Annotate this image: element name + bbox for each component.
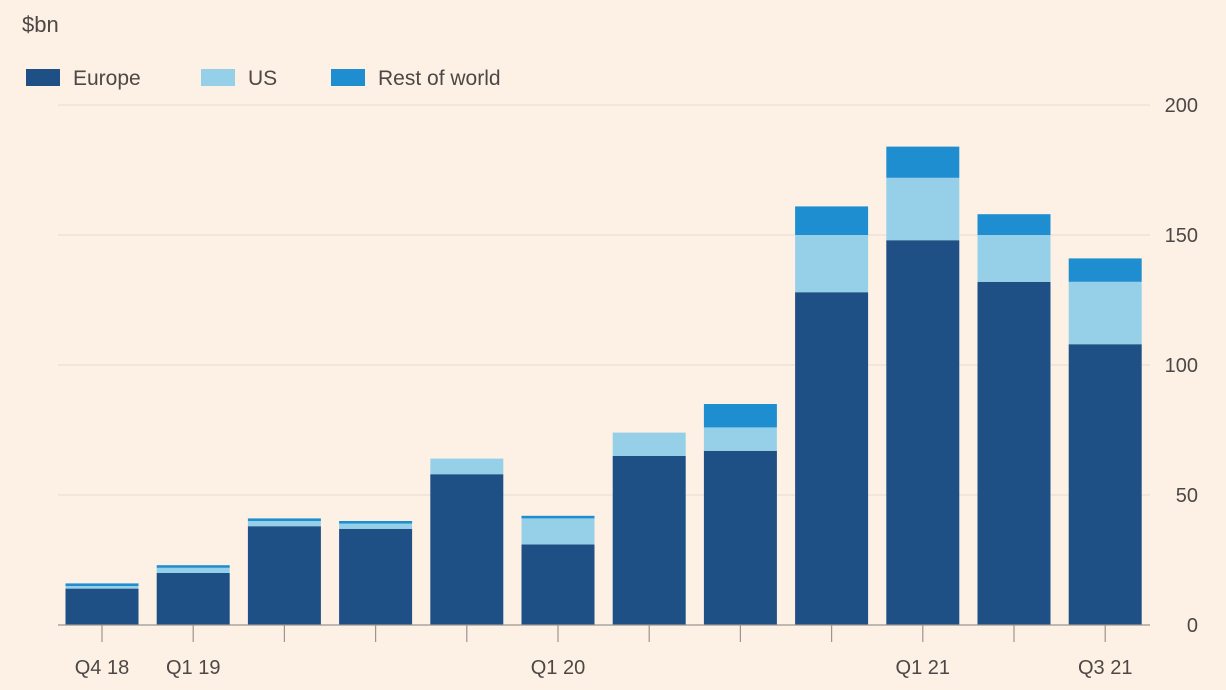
- bar-stack-q2-20: [612, 432, 686, 625]
- bar-segment-europe-q4-20: [795, 292, 869, 625]
- y-tick-label-150: 150: [1165, 225, 1198, 247]
- bar-stack-q3-19: [339, 521, 413, 625]
- bar-segment-europe-q1-21: [886, 240, 960, 625]
- bar-segment-rest-of-world-q1-19: [156, 565, 230, 568]
- legend-swatch-us: [201, 69, 235, 86]
- bar-segment-us-q3-21: [1068, 281, 1142, 345]
- bar-segment-rest-of-world-q2-21: [977, 214, 1051, 235]
- legend-swatch-europe: [26, 69, 60, 86]
- legend-label-us: US: [248, 67, 277, 90]
- bar-segment-us-q3-19: [339, 523, 413, 529]
- bar-segment-us-q1-20: [521, 518, 595, 545]
- legend-item-us: US: [201, 67, 277, 90]
- y-tick-label-200: 200: [1165, 95, 1198, 117]
- y-tick-label-100: 100: [1165, 355, 1198, 377]
- bar-stack-q3-21: [1068, 258, 1142, 625]
- bar-segment-us-q2-20: [612, 432, 686, 456]
- bar-segment-us-q1-19: [156, 567, 230, 573]
- bar-stack-q4-18: [65, 583, 139, 625]
- y-tick-label-50: 50: [1176, 485, 1198, 507]
- x-tick-label-q1-19: Q1 19: [166, 657, 220, 679]
- bar-segment-rest-of-world-q1-20: [521, 515, 595, 519]
- bar-segment-us-q4-20: [795, 235, 869, 293]
- bar-segment-us-q2-19: [247, 521, 321, 527]
- bar-segment-europe-q2-21: [977, 281, 1051, 625]
- bar-segment-us-q4-19: [430, 458, 504, 475]
- legend-item-rest-of-world: Rest of world: [331, 67, 501, 90]
- y-axis: 0 50 100 150 200: [1165, 95, 1198, 637]
- legend-label-europe: Europe: [73, 67, 141, 90]
- bar-stack-q2-21: [977, 214, 1051, 625]
- x-tick-label-q4-18: Q4 18: [75, 657, 129, 679]
- bar-segment-europe-q2-19: [247, 526, 321, 625]
- x-tick-label-q3-21: Q3 21: [1078, 657, 1132, 679]
- bar-segment-europe-q2-20: [612, 456, 686, 625]
- x-axis: Q4 18 Q1 19 Q1 20 Q1 21 Q3 21: [58, 624, 1150, 679]
- y-tick-label-0: 0: [1187, 615, 1198, 637]
- bar-segment-europe-q3-19: [339, 528, 413, 625]
- y-axis-unit-label: $bn: [22, 12, 59, 37]
- bar-stack-q2-19: [247, 518, 321, 625]
- bar-segment-europe-q1-20: [521, 544, 595, 625]
- bar-stack-q1-21: [886, 146, 960, 625]
- bar-segment-europe-q4-19: [430, 474, 504, 625]
- bar-stack-q1-20: [521, 515, 595, 625]
- gridlines: [58, 104, 1150, 496]
- bar-segment-rest-of-world-q3-20: [703, 404, 777, 428]
- bar-segment-us-q3-20: [703, 427, 777, 451]
- bar-segment-us-q4-18: [65, 586, 139, 589]
- bar-segment-us-q2-21: [977, 235, 1051, 282]
- legend-item-europe: Europe: [26, 67, 141, 90]
- bar-segment-rest-of-world-q3-19: [339, 521, 413, 524]
- x-tick-label-q1-20: Q1 20: [531, 657, 585, 679]
- legend-swatch-rest-of-world: [331, 69, 365, 86]
- bar-stack-q3-20: [703, 404, 777, 625]
- bar-segment-rest-of-world-q1-21: [886, 146, 960, 178]
- bar-stack-q4-20: [795, 206, 869, 625]
- x-tick-label-q1-21: Q1 21: [896, 657, 950, 679]
- legend-label-rest-of-world: Rest of world: [378, 67, 501, 90]
- bar-segment-us-q1-21: [886, 177, 960, 241]
- bar-segment-europe-q4-18: [65, 588, 139, 625]
- bar-segment-rest-of-world-q4-18: [65, 583, 139, 586]
- bar-segment-europe-q3-20: [703, 450, 777, 625]
- bar-stack-q4-19: [430, 458, 504, 625]
- legend: Europe US Rest of world: [26, 67, 501, 90]
- bar-segment-rest-of-world-q2-19: [247, 518, 321, 521]
- bar-stack-q1-19: [156, 565, 230, 625]
- bar-segment-europe-q1-19: [156, 573, 230, 625]
- bars: [65, 146, 1142, 625]
- bar-segment-rest-of-world-q4-20: [795, 206, 869, 235]
- bar-segment-rest-of-world-q3-21: [1068, 258, 1142, 282]
- bar-segment-europe-q3-21: [1068, 344, 1142, 625]
